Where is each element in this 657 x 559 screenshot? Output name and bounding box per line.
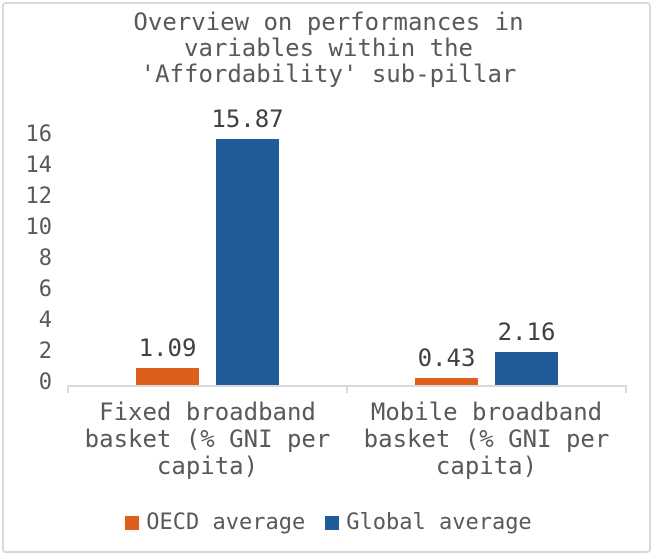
value-label: 2.16 — [497, 318, 556, 346]
legend-label-oecd-average: OECD average — [146, 510, 306, 535]
legend-item-oecd-average: OECD average — [125, 510, 305, 535]
bar-global-average — [495, 352, 558, 385]
legend-item-global-average: Global average — [325, 510, 532, 535]
y-axis-tick-label: 4 — [38, 308, 52, 333]
x-axis-tick-mark — [346, 385, 348, 393]
legend-label-global-average: Global average — [346, 510, 532, 535]
y-axis-tick-label: 0 — [38, 370, 52, 395]
category-label: Mobile broadband basket (% GNI per capit… — [363, 398, 610, 480]
bar-global-average — [216, 139, 279, 385]
legend-swatch-global-average — [325, 515, 340, 530]
y-axis-tick-label: 12 — [25, 184, 53, 209]
x-axis-tick-mark — [625, 385, 627, 393]
y-axis-tick-label: 6 — [38, 277, 52, 302]
bar-oecd-average — [136, 368, 199, 385]
y-axis-tick-label: 10 — [25, 215, 53, 240]
y-axis-tick-label: 8 — [38, 246, 52, 271]
value-label: 1.09 — [138, 334, 197, 362]
y-axis-tick-label: 2 — [38, 339, 52, 364]
bar-oecd-average — [415, 378, 478, 385]
legend-swatch-oecd-average — [125, 515, 140, 530]
y-axis-tick-label: 16 — [25, 122, 53, 147]
value-label: 15.87 — [211, 105, 284, 133]
category-label: Fixed broadband basket (% GNI per capita… — [84, 398, 331, 480]
value-label: 0.43 — [417, 344, 476, 372]
chart-title: Overview on performances in variables wi… — [133, 8, 524, 88]
x-axis-tick-mark — [67, 385, 69, 393]
y-axis-tick-label: 14 — [25, 153, 53, 178]
legend: OECD average Global average — [0, 510, 657, 535]
